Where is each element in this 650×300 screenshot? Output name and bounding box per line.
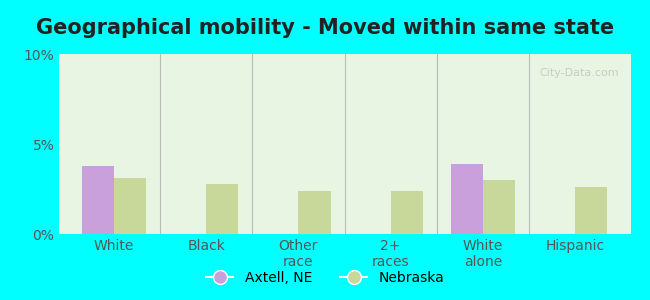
Bar (391, 191, 423, 234)
Bar (483, 180, 515, 234)
Bar (575, 187, 608, 234)
Bar (81, 166, 114, 234)
Bar (114, 178, 146, 234)
Bar (298, 191, 331, 234)
Bar (450, 164, 483, 234)
Legend: Axtell, NE, Nebraska: Axtell, NE, Nebraska (200, 265, 450, 290)
Text: Geographical mobility - Moved within same state: Geographical mobility - Moved within sam… (36, 18, 614, 38)
Text: City-Data.com: City-Data.com (540, 68, 619, 78)
Bar (206, 184, 239, 234)
